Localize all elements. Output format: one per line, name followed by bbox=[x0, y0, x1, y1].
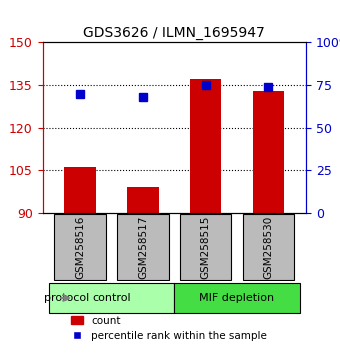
FancyBboxPatch shape bbox=[243, 214, 294, 280]
Bar bbox=[190, 79, 221, 213]
Text: control: control bbox=[92, 293, 131, 303]
FancyBboxPatch shape bbox=[54, 214, 106, 280]
FancyBboxPatch shape bbox=[117, 214, 169, 280]
Text: MIF depletion: MIF depletion bbox=[200, 293, 275, 303]
Legend: count, percentile rank within the sample: count, percentile rank within the sample bbox=[66, 312, 271, 345]
Text: GSM258515: GSM258515 bbox=[201, 215, 210, 279]
Text: GSM258530: GSM258530 bbox=[264, 215, 273, 279]
FancyBboxPatch shape bbox=[180, 214, 231, 280]
FancyBboxPatch shape bbox=[49, 283, 174, 313]
Text: GSM258517: GSM258517 bbox=[138, 215, 148, 279]
Title: GDS3626 / ILMN_1695947: GDS3626 / ILMN_1695947 bbox=[83, 26, 265, 40]
Text: GSM258516: GSM258516 bbox=[75, 215, 85, 279]
Bar bbox=[65, 167, 96, 213]
Text: protocol: protocol bbox=[44, 293, 89, 303]
Bar bbox=[253, 91, 284, 213]
Bar bbox=[127, 187, 158, 213]
FancyBboxPatch shape bbox=[174, 283, 300, 313]
